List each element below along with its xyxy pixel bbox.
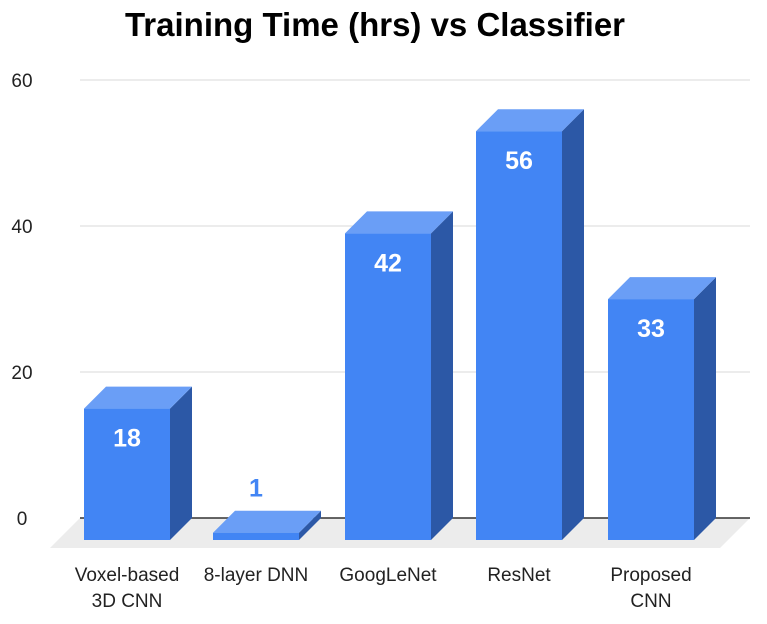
bar-side-face [299,510,321,540]
chart-title: Training Time (hrs) vs Classifier [125,6,625,43]
bar-front-face [84,408,170,540]
bar-front-face [608,299,694,540]
y-tick-label: 0 [17,509,28,530]
data-label: 1 [249,475,263,503]
x-tick-label-line: Voxel-based [75,565,180,586]
x-tick-label-line: 8-layer DNN [204,565,309,586]
data-label: 56 [505,147,533,175]
bar [608,277,716,540]
bar [213,510,321,540]
x-tick-label-line: 3D CNN [92,591,163,612]
data-label: 42 [374,249,402,277]
bar-top-face [476,109,584,132]
bar-top-face [213,510,321,533]
bar-top-face [345,211,453,234]
bar-side-face [431,211,453,540]
x-tick-label: Voxel-based 3D CNN [75,565,180,612]
bar [84,386,192,540]
bar [345,211,453,540]
y-tick-label: 60 [11,71,32,92]
bar-front-face [476,131,562,540]
bar [476,109,584,540]
bar-top-face [84,386,192,409]
x-tick-label: 8-layer DNN [204,565,309,586]
bar-front-face [213,532,299,540]
data-label: 33 [637,315,665,343]
bar-front-face [345,233,431,540]
x-tick-label-line: ResNet [487,565,551,586]
bar-side-face [694,277,716,540]
x-tick-label: ResNet [487,565,551,586]
bar-side-face [170,386,192,540]
x-tick-label-line: Proposed [610,565,691,586]
x-tick-label: Proposed CNN [610,565,691,612]
y-tick-label: 40 [11,217,32,238]
y-tick-label: 20 [11,363,32,384]
bar-side-face [562,109,584,540]
data-label: 18 [113,425,141,453]
x-tick-label-line: GoogLeNet [339,565,437,586]
bar-top-face [608,277,716,300]
x-tick-label-line: CNN [630,591,671,612]
x-tick-label: GoogLeNet [339,565,437,586]
